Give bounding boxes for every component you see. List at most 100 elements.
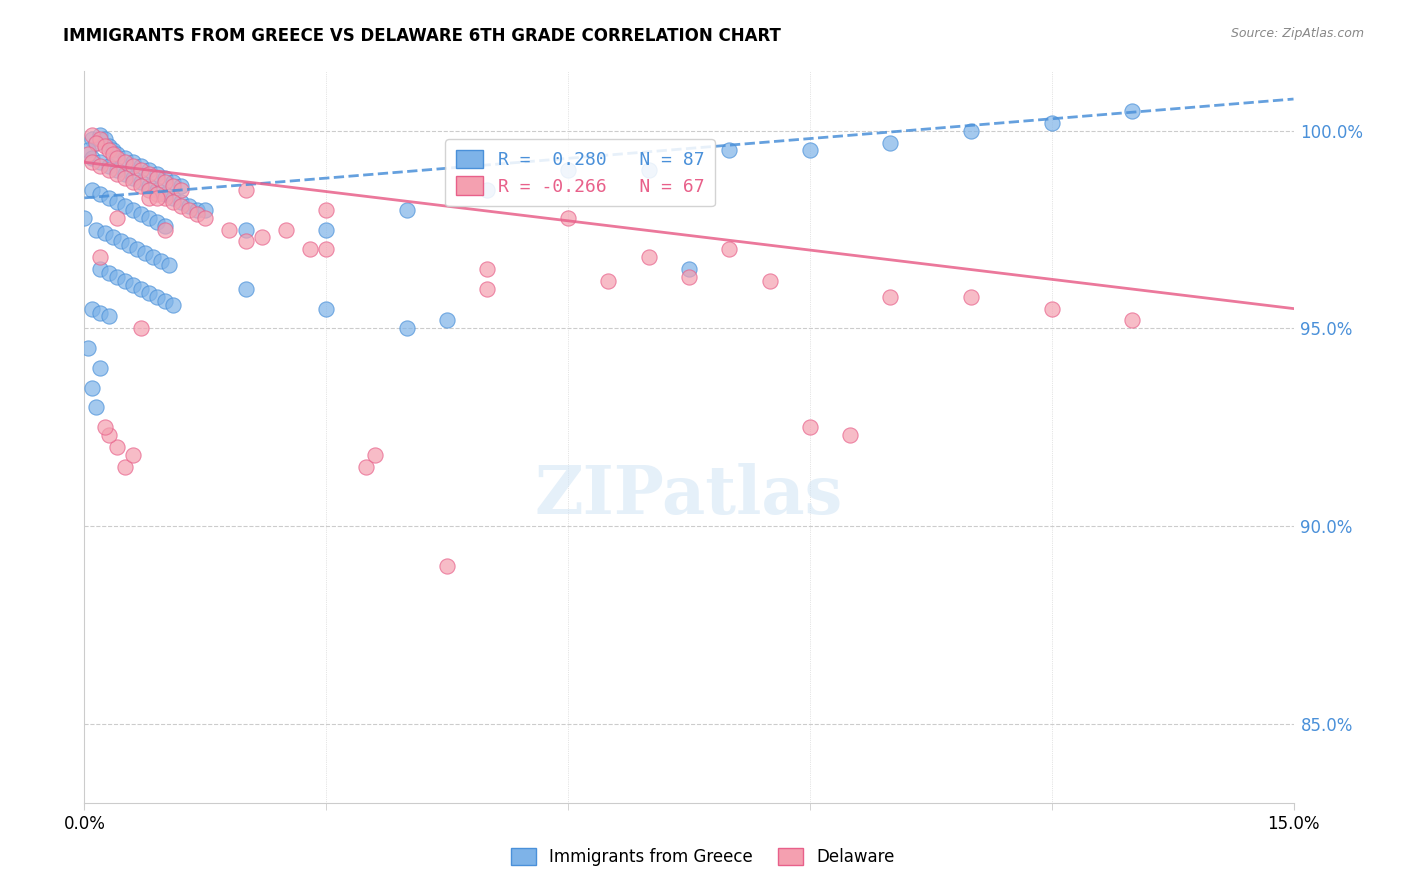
Delaware (97, 144, 120, 158)
Immigrants from Greece (105, 269, 128, 284)
Immigrants from Greece (146, 290, 169, 304)
Delaware (138, 183, 160, 197)
Delaware (315, 242, 337, 256)
Immigrants from Greece (82, 381, 104, 395)
Immigrants from Greece (153, 186, 176, 201)
Immigrants from Greece (129, 175, 152, 189)
Immigrants from Greece (110, 235, 132, 249)
Immigrants from Greece (97, 310, 120, 324)
Delaware (121, 448, 143, 462)
Delaware (114, 171, 136, 186)
Immigrants from Greece (395, 202, 418, 217)
Delaware (274, 222, 297, 236)
Delaware (114, 459, 136, 474)
Immigrants from Greece (129, 282, 152, 296)
Immigrants from Greece (86, 401, 108, 415)
Delaware (1121, 313, 1143, 327)
Delaware (146, 186, 169, 201)
Immigrants from Greece (960, 123, 983, 137)
Delaware (1040, 301, 1063, 316)
Immigrants from Greece (114, 167, 136, 181)
Immigrants from Greece (89, 305, 111, 319)
Delaware (299, 242, 322, 256)
Delaware (179, 202, 201, 217)
Immigrants from Greece (718, 144, 741, 158)
Delaware (89, 131, 111, 145)
Delaware (138, 167, 160, 181)
Delaware (93, 139, 115, 153)
Delaware (363, 448, 385, 462)
Immigrants from Greece (121, 171, 143, 186)
Immigrants from Greece (86, 136, 108, 150)
Delaware (637, 250, 659, 264)
Delaware (93, 420, 115, 434)
Delaware (162, 179, 184, 194)
Delaware (129, 321, 152, 335)
Delaware (105, 152, 128, 166)
Immigrants from Greece (97, 191, 120, 205)
Delaware (153, 175, 176, 189)
Delaware (436, 558, 458, 573)
Delaware (218, 222, 240, 236)
Immigrants from Greece (146, 167, 169, 181)
Immigrants from Greece (162, 298, 184, 312)
Text: ZIPatlas: ZIPatlas (534, 463, 844, 528)
Delaware (153, 222, 176, 236)
Delaware (129, 179, 152, 194)
Immigrants from Greece (129, 207, 152, 221)
Delaware (799, 420, 821, 434)
Delaware (879, 290, 901, 304)
Immigrants from Greece (138, 211, 160, 225)
Delaware (162, 194, 184, 209)
Immigrants from Greece (121, 202, 143, 217)
Immigrants from Greece (82, 301, 104, 316)
Immigrants from Greece (82, 152, 104, 166)
Immigrants from Greece (93, 131, 115, 145)
Delaware (97, 428, 120, 442)
Immigrants from Greece (477, 183, 499, 197)
Immigrants from Greece (138, 285, 160, 300)
Delaware (77, 147, 100, 161)
Delaware (97, 163, 120, 178)
Delaware (170, 199, 193, 213)
Delaware (146, 191, 169, 205)
Immigrants from Greece (157, 258, 180, 272)
Delaware (170, 183, 193, 197)
Immigrants from Greece (162, 175, 184, 189)
Immigrants from Greece (1040, 116, 1063, 130)
Immigrants from Greece (97, 159, 120, 173)
Immigrants from Greece (153, 219, 176, 233)
Immigrants from Greece (129, 159, 152, 173)
Immigrants from Greece (1121, 103, 1143, 118)
Immigrants from Greece (149, 254, 172, 268)
Delaware (82, 155, 104, 169)
Immigrants from Greece (89, 360, 111, 375)
Immigrants from Greece (146, 214, 169, 228)
Immigrants from Greece (170, 194, 193, 209)
Delaware (235, 235, 257, 249)
Delaware (598, 274, 620, 288)
Immigrants from Greece (142, 250, 165, 264)
Delaware (194, 211, 217, 225)
Delaware (356, 459, 378, 474)
Immigrants from Greece (170, 179, 193, 194)
Delaware (114, 155, 136, 169)
Immigrants from Greece (97, 139, 120, 153)
Delaware (758, 274, 780, 288)
Delaware (138, 191, 160, 205)
Immigrants from Greece (101, 144, 124, 158)
Immigrants from Greece (77, 144, 100, 158)
Immigrants from Greece (77, 341, 100, 355)
Immigrants from Greece (125, 242, 148, 256)
Delaware (129, 163, 152, 178)
Text: Source: ZipAtlas.com: Source: ZipAtlas.com (1230, 27, 1364, 40)
Immigrants from Greece (879, 136, 901, 150)
Immigrants from Greece (93, 227, 115, 241)
Immigrants from Greece (114, 274, 136, 288)
Immigrants from Greece (138, 179, 160, 194)
Delaware (718, 242, 741, 256)
Delaware (153, 191, 176, 205)
Immigrants from Greece (105, 147, 128, 161)
Immigrants from Greece (89, 155, 111, 169)
Immigrants from Greece (315, 222, 337, 236)
